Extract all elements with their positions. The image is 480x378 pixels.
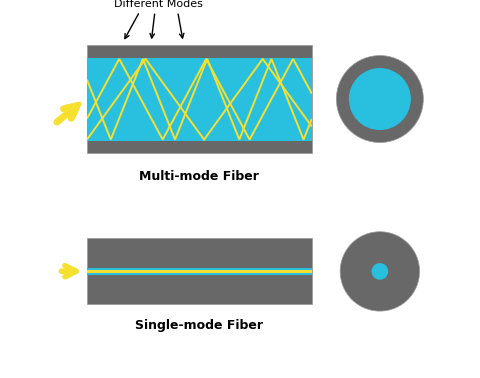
Circle shape (349, 68, 411, 130)
Bar (87, 270, 312, 273)
Circle shape (336, 56, 423, 143)
Text: Different Modes: Different Modes (114, 0, 203, 9)
Bar (87, 238, 312, 304)
Text: Single-mode Fiber: Single-mode Fiber (135, 319, 264, 332)
Circle shape (372, 263, 388, 280)
Circle shape (340, 232, 420, 311)
Bar (87, 58, 312, 141)
Bar (87, 268, 312, 274)
Bar (87, 45, 312, 153)
Text: Multi-mode Fiber: Multi-mode Fiber (139, 170, 259, 183)
